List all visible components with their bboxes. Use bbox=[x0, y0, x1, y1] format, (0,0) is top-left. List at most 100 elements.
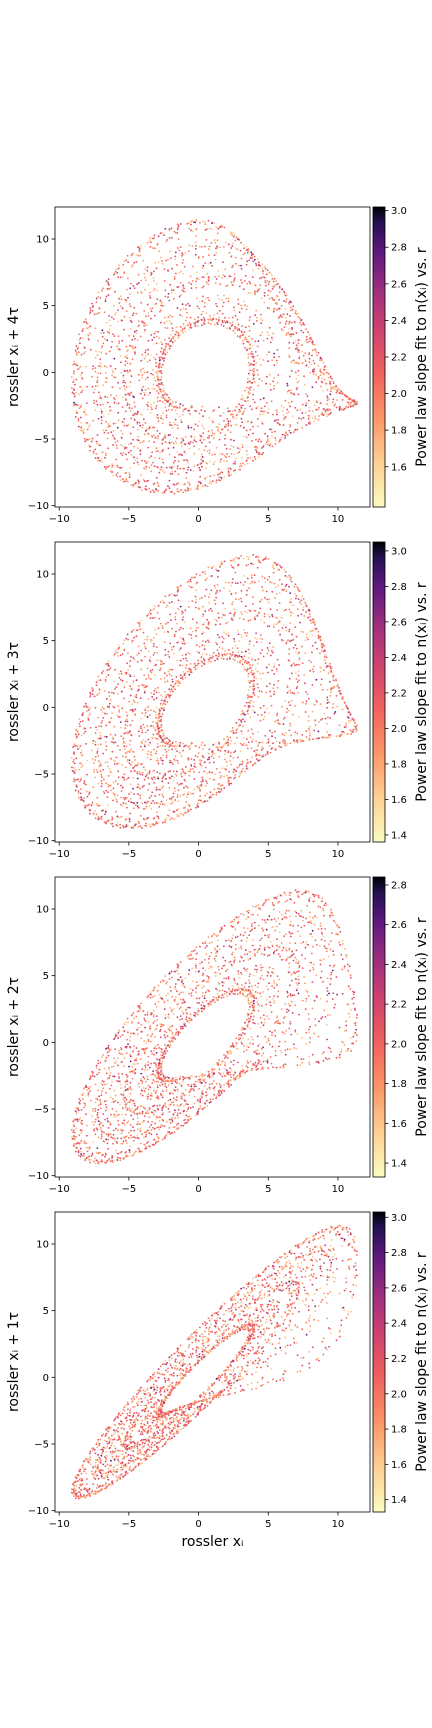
data-point bbox=[207, 624, 210, 627]
data-point bbox=[252, 644, 255, 647]
data-point bbox=[182, 814, 185, 816]
data-point bbox=[276, 421, 279, 424]
data-point bbox=[130, 442, 133, 445]
data-point bbox=[119, 475, 121, 478]
data-point bbox=[171, 470, 174, 473]
data-point bbox=[80, 353, 83, 356]
data-point bbox=[165, 694, 168, 696]
data-point bbox=[249, 292, 252, 294]
data-point bbox=[301, 734, 304, 736]
data-point bbox=[297, 351, 299, 353]
data-point bbox=[138, 822, 140, 825]
data-point bbox=[356, 729, 358, 731]
data-point bbox=[240, 279, 242, 281]
data-point bbox=[275, 301, 278, 304]
data-point bbox=[255, 262, 257, 265]
data-point bbox=[132, 827, 135, 830]
data-point bbox=[218, 476, 221, 479]
data-point bbox=[275, 280, 277, 282]
data-point bbox=[161, 759, 164, 762]
data-point bbox=[115, 810, 117, 813]
data-point bbox=[233, 234, 236, 237]
data-point bbox=[253, 574, 256, 577]
data-point bbox=[168, 786, 171, 789]
data-point bbox=[128, 303, 131, 305]
data-point bbox=[169, 642, 172, 645]
data-point bbox=[239, 336, 241, 339]
data-point bbox=[242, 342, 245, 345]
data-point bbox=[157, 802, 159, 804]
data-point bbox=[214, 258, 217, 261]
data-point bbox=[238, 723, 241, 725]
data-point bbox=[103, 778, 105, 781]
data-point bbox=[294, 407, 297, 409]
data-point bbox=[245, 564, 248, 567]
data-point bbox=[89, 325, 92, 328]
data-point bbox=[211, 264, 214, 267]
data-point bbox=[221, 305, 224, 308]
data-point bbox=[252, 460, 255, 462]
data-point bbox=[147, 705, 150, 708]
data-point bbox=[156, 413, 159, 416]
data-point bbox=[98, 311, 100, 314]
data-point bbox=[300, 603, 302, 606]
data-point bbox=[94, 759, 96, 761]
data-point bbox=[240, 636, 243, 638]
data-point bbox=[155, 488, 158, 490]
data-point bbox=[146, 725, 149, 727]
data-point bbox=[175, 483, 178, 485]
data-point bbox=[240, 721, 243, 723]
data-point bbox=[196, 755, 199, 758]
data-point bbox=[189, 627, 192, 630]
data-point bbox=[104, 300, 107, 303]
data-point bbox=[165, 409, 168, 412]
data-point bbox=[150, 317, 152, 320]
data-point bbox=[128, 472, 131, 474]
data-point bbox=[135, 696, 138, 699]
data-point bbox=[108, 328, 111, 331]
data-point bbox=[181, 303, 184, 306]
data-point bbox=[80, 734, 83, 737]
data-point bbox=[72, 760, 75, 763]
data-point bbox=[300, 319, 303, 321]
data-point bbox=[308, 334, 311, 336]
data-point bbox=[118, 342, 120, 345]
data-point bbox=[197, 626, 200, 629]
data-point bbox=[277, 622, 279, 624]
data-point bbox=[280, 304, 283, 307]
data-point bbox=[288, 355, 291, 358]
data-point bbox=[202, 265, 205, 267]
data-point bbox=[224, 650, 226, 653]
data-point bbox=[242, 435, 245, 438]
data-point bbox=[169, 770, 172, 772]
data-point bbox=[154, 330, 157, 333]
data-point bbox=[307, 616, 309, 619]
data-point bbox=[129, 409, 132, 412]
data-point bbox=[323, 373, 325, 376]
data-point bbox=[246, 347, 249, 350]
data-point bbox=[350, 401, 352, 404]
data-point bbox=[180, 442, 183, 445]
data-point bbox=[136, 428, 139, 431]
data-point bbox=[96, 796, 99, 799]
data-point bbox=[166, 327, 169, 329]
data-point bbox=[157, 731, 160, 733]
data-point bbox=[149, 758, 152, 761]
data-point bbox=[136, 771, 139, 774]
data-point bbox=[289, 389, 292, 392]
data-point bbox=[100, 815, 103, 818]
data-point bbox=[213, 433, 216, 435]
data-point bbox=[244, 304, 247, 307]
data-point bbox=[266, 443, 269, 446]
data-point bbox=[240, 304, 242, 307]
data-point bbox=[272, 566, 274, 568]
data-point bbox=[247, 393, 250, 395]
data-point bbox=[255, 264, 258, 267]
data-point bbox=[295, 371, 297, 374]
data-point bbox=[200, 781, 203, 783]
data-point bbox=[201, 245, 203, 248]
data-point bbox=[278, 664, 280, 666]
data-point bbox=[78, 333, 81, 336]
data-point bbox=[236, 327, 238, 329]
data-point bbox=[295, 651, 297, 654]
